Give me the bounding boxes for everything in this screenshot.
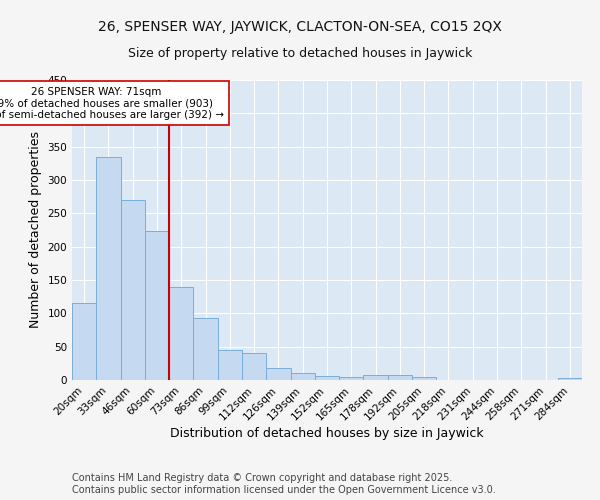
Bar bbox=[339, 376, 364, 380]
Bar bbox=[145, 232, 169, 380]
Bar bbox=[242, 352, 266, 380]
Bar bbox=[96, 156, 121, 380]
Bar bbox=[412, 378, 436, 380]
Bar bbox=[121, 200, 145, 380]
Bar bbox=[72, 302, 96, 380]
Bar bbox=[290, 372, 315, 380]
Bar bbox=[193, 318, 218, 380]
X-axis label: Distribution of detached houses by size in Jaywick: Distribution of detached houses by size … bbox=[170, 428, 484, 440]
Bar bbox=[558, 378, 582, 380]
Bar bbox=[218, 350, 242, 380]
Bar bbox=[315, 376, 339, 380]
Bar bbox=[364, 376, 388, 380]
Text: Contains HM Land Registry data © Crown copyright and database right 2025.
Contai: Contains HM Land Registry data © Crown c… bbox=[72, 474, 496, 495]
Text: Size of property relative to detached houses in Jaywick: Size of property relative to detached ho… bbox=[128, 48, 472, 60]
Bar bbox=[388, 376, 412, 380]
Bar bbox=[266, 368, 290, 380]
Text: 26, SPENSER WAY, JAYWICK, CLACTON-ON-SEA, CO15 2QX: 26, SPENSER WAY, JAYWICK, CLACTON-ON-SEA… bbox=[98, 20, 502, 34]
Y-axis label: Number of detached properties: Number of detached properties bbox=[29, 132, 42, 328]
Bar bbox=[169, 286, 193, 380]
Text: 26 SPENSER WAY: 71sqm
← 69% of detached houses are smaller (903)
30% of semi-det: 26 SPENSER WAY: 71sqm ← 69% of detached … bbox=[0, 86, 224, 120]
